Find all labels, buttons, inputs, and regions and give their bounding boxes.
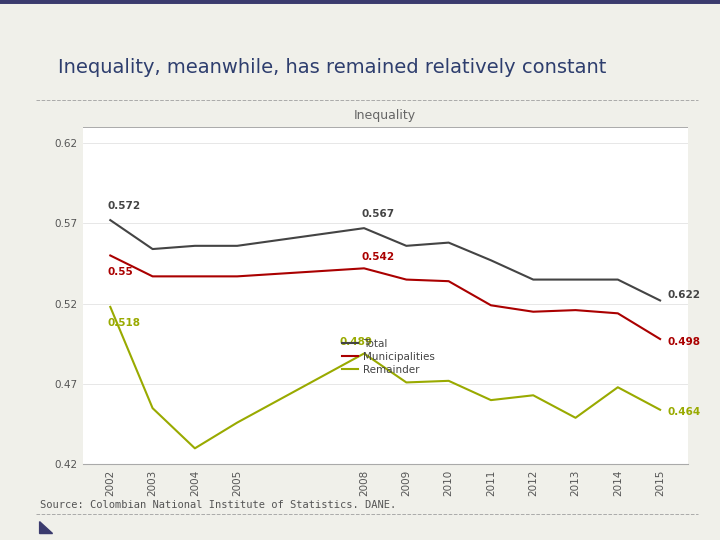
Text: Source: Colombian National Institute of Statistics. DANE.: Source: Colombian National Institute of … bbox=[40, 500, 396, 510]
Title: Inequality: Inequality bbox=[354, 109, 416, 122]
Text: Inequality, meanwhile, has remained relatively constant: Inequality, meanwhile, has remained rela… bbox=[58, 58, 606, 77]
Legend: Total, Municipalities, Remainder: Total, Municipalities, Remainder bbox=[342, 339, 435, 375]
Text: 0.464: 0.464 bbox=[667, 407, 701, 417]
Text: 0.572: 0.572 bbox=[107, 201, 140, 211]
Text: 0.622: 0.622 bbox=[667, 289, 700, 300]
Text: 0.55: 0.55 bbox=[107, 267, 133, 277]
Text: 0.489: 0.489 bbox=[339, 337, 372, 347]
Text: 0.542: 0.542 bbox=[361, 252, 395, 262]
Text: 0.498: 0.498 bbox=[667, 336, 700, 347]
Text: 0.567: 0.567 bbox=[361, 209, 395, 219]
Text: 0.518: 0.518 bbox=[107, 319, 140, 328]
